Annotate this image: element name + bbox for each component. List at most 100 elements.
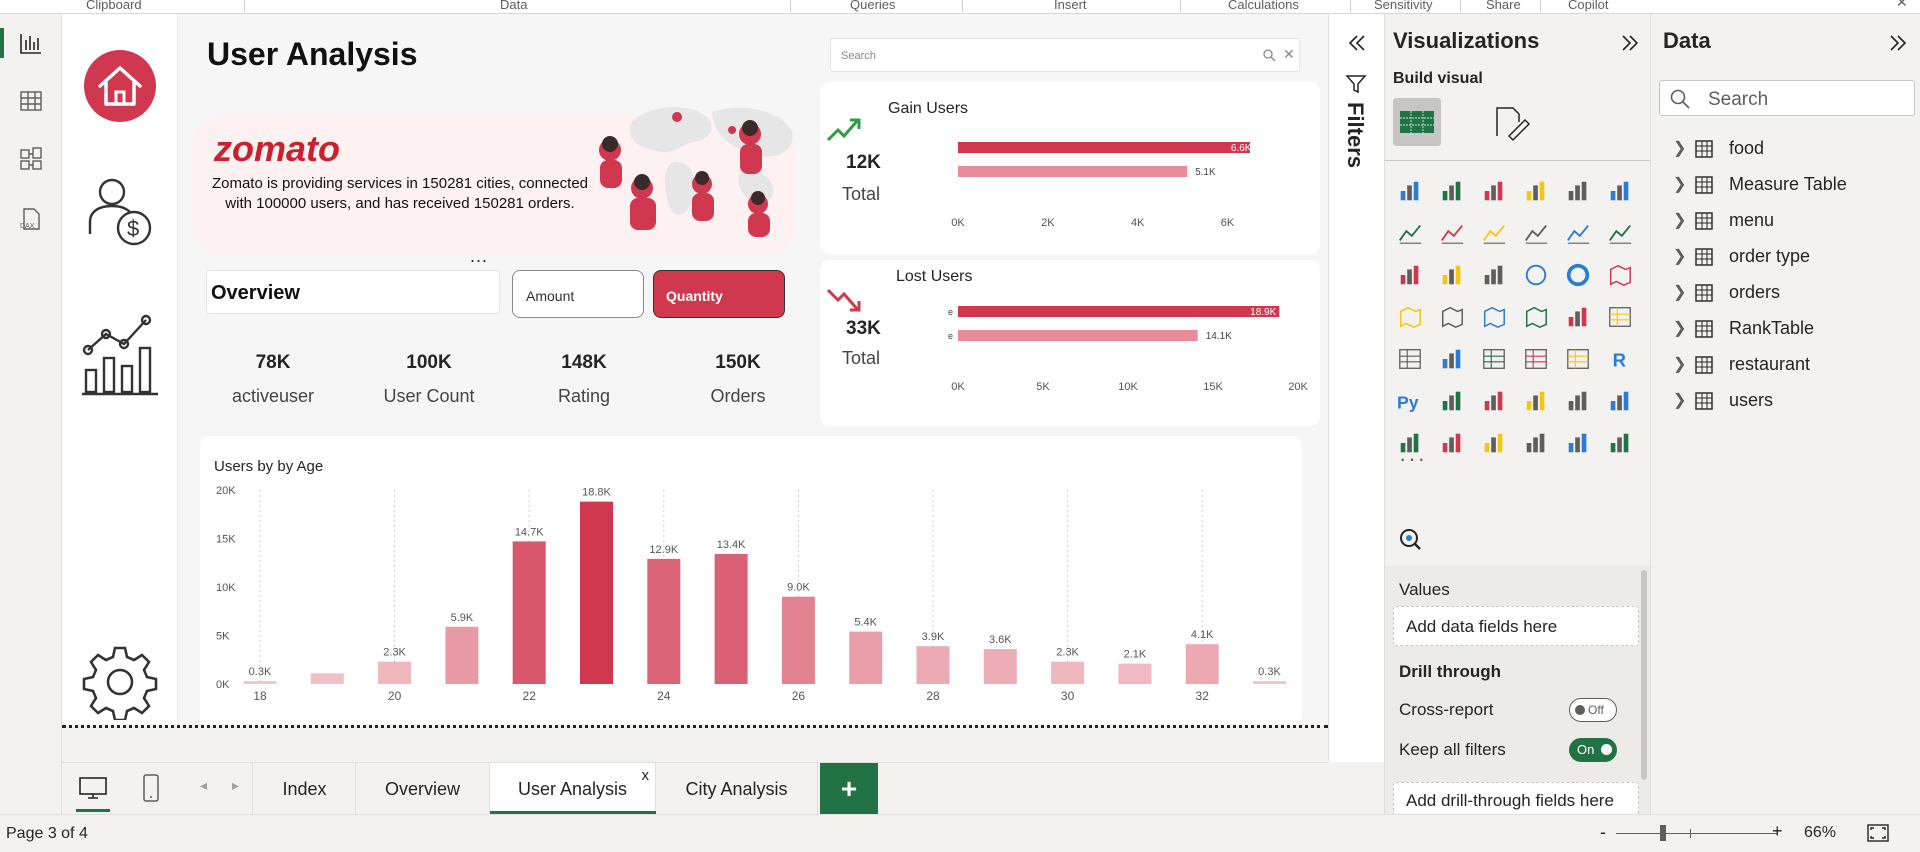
scroll-tabs-right-icon[interactable]: ▸ [232, 777, 240, 793]
ribbon-group-calculations[interactable]: Calculations [1228, 0, 1299, 12]
tab-user-analysis[interactable]: User Analysis x [490, 763, 656, 815]
expand-chevron-icon[interactable]: ❯ [1673, 284, 1687, 301]
collapse-visualizations-icon[interactable] [1619, 32, 1641, 54]
analytics-chart-icon[interactable] [80, 312, 160, 396]
age-bar[interactable] [310, 673, 344, 684]
age-bar[interactable] [781, 596, 815, 684]
model-view-icon[interactable] [18, 146, 44, 172]
slicer-icon[interactable] [1481, 346, 1507, 372]
power-automate-icon[interactable] [1523, 430, 1549, 456]
age-bar[interactable] [714, 554, 748, 684]
ribbon-chart-icon[interactable] [1523, 220, 1549, 246]
home-icon[interactable] [82, 48, 158, 124]
expand-chevron-icon[interactable]: ❯ [1673, 248, 1687, 265]
report-icon[interactable] [1439, 430, 1465, 456]
expand-chevron-icon[interactable]: ❯ [1673, 356, 1687, 373]
clear-search-icon[interactable]: ✕ [1283, 46, 1295, 62]
table-icon[interactable] [1523, 346, 1549, 372]
ribbon-group-data[interactable]: Data [500, 0, 528, 12]
amount-button[interactable]: Amount [512, 270, 644, 318]
expand-filters-icon[interactable] [1345, 32, 1367, 54]
data-table-item[interactable]: ❯ users [1651, 386, 1920, 418]
expand-chevron-icon[interactable]: ❯ [1673, 320, 1687, 337]
python-visual-icon[interactable]: Py [1397, 388, 1423, 414]
build-visual-tab[interactable] [1393, 98, 1441, 146]
stacked-bar-icon[interactable] [1397, 178, 1423, 204]
expand-chevron-icon[interactable]: ❯ [1673, 176, 1687, 193]
age-bar[interactable] [647, 558, 681, 684]
zoom-out-button[interactable]: - [1600, 822, 1606, 842]
settings-gear-icon[interactable] [82, 644, 158, 720]
ribbon-group-share[interactable]: Share [1486, 0, 1521, 12]
r-visual-icon[interactable]: R [1607, 346, 1633, 372]
data-table-item[interactable]: ❯ food [1651, 134, 1920, 166]
ribbon-group-sensitivity[interactable]: Sensitivity [1374, 0, 1433, 12]
keep-filters-toggle[interactable]: On [1569, 738, 1617, 762]
dax-query-view-icon[interactable]: DAX [18, 206, 44, 232]
more-options-icon[interactable]: ... [470, 246, 489, 266]
age-bar[interactable] [1253, 681, 1286, 684]
report-view-icon[interactable] [18, 30, 44, 56]
azure-map-icon[interactable] [1523, 304, 1549, 330]
data-table-item[interactable]: ❯ menu [1651, 206, 1920, 238]
data-table-item[interactable]: ❯ Measure Table [1651, 170, 1920, 202]
kpi-icon[interactable] [1439, 346, 1465, 372]
donut-chart-icon[interactable] [1565, 262, 1591, 288]
area-chart-icon[interactable] [1439, 220, 1465, 246]
age-bar[interactable] [243, 681, 277, 684]
paginated-report-icon[interactable] [1607, 388, 1633, 414]
desktop-layout-button[interactable] [62, 763, 124, 815]
table-view-icon[interactable] [18, 88, 44, 114]
line-stacked-column-icon[interactable] [1607, 220, 1633, 246]
ribbon-group-clipboard[interactable]: Clipboard [86, 0, 142, 12]
data-table-item[interactable]: ❯ order type [1651, 242, 1920, 274]
age-bar[interactable] [983, 649, 1017, 684]
values-drop-zone[interactable]: Add data fields here [1393, 606, 1639, 646]
waterfall-icon[interactable] [1397, 262, 1423, 288]
decomposition-tree-icon[interactable] [1481, 388, 1507, 414]
data-table-item[interactable]: ❯ restaurant [1651, 350, 1920, 382]
search-icon[interactable] [1263, 49, 1276, 62]
smart-narrative-icon[interactable] [1565, 388, 1591, 414]
multi-row-card-icon[interactable] [1397, 346, 1423, 372]
close-tab-icon[interactable]: x [641, 767, 650, 784]
age-bar[interactable] [1051, 661, 1085, 684]
gauge-icon[interactable] [1565, 304, 1591, 330]
age-bar[interactable] [445, 626, 479, 684]
age-bar[interactable] [849, 631, 883, 684]
pie-chart-icon[interactable] [1523, 262, 1549, 288]
cross-report-toggle[interactable]: Off [1569, 698, 1617, 722]
user-money-icon[interactable]: $ [84, 174, 156, 254]
stacked-column-icon[interactable] [1439, 178, 1465, 204]
power-apps-icon[interactable] [1481, 430, 1507, 456]
clustered-column-icon[interactable] [1523, 178, 1549, 204]
ribbon-group-copilot[interactable]: Copilot [1568, 0, 1609, 12]
line-column-icon[interactable] [1565, 220, 1591, 246]
age-bar[interactable] [916, 646, 950, 684]
100-bar-icon[interactable] [1565, 178, 1591, 204]
age-bar[interactable] [1185, 644, 1219, 684]
mobile-layout-button[interactable] [140, 773, 162, 805]
format-visual-icon[interactable] [1491, 102, 1531, 142]
fit-to-page-icon[interactable] [1866, 823, 1890, 843]
age-bar[interactable] [378, 661, 412, 684]
data-table-item[interactable]: ❯ RankTable [1651, 314, 1920, 346]
age-bar[interactable] [512, 541, 546, 684]
qna-visual-icon[interactable] [1397, 526, 1423, 552]
matrix-icon[interactable] [1565, 346, 1591, 372]
add-page-button[interactable]: + [820, 763, 878, 815]
quantity-button[interactable]: Quantity [653, 270, 785, 318]
expand-chevron-icon[interactable]: ❯ [1673, 212, 1687, 229]
stacked-area-icon[interactable] [1481, 220, 1507, 246]
treemap-icon[interactable] [1607, 262, 1633, 288]
fabric-icon[interactable] [1607, 430, 1633, 456]
data-search-input[interactable]: Search [1659, 80, 1915, 116]
trophy-icon[interactable] [1397, 430, 1423, 456]
custom-visual-icon[interactable] [1565, 430, 1591, 456]
100-column-icon[interactable] [1607, 178, 1633, 204]
qna-icon[interactable] [1523, 388, 1549, 414]
ribbon-group-insert[interactable]: Insert [1054, 0, 1087, 12]
age-bar[interactable] [580, 501, 613, 684]
collapse-data-pane-icon[interactable] [1887, 32, 1909, 54]
scatter-icon[interactable] [1481, 262, 1507, 288]
